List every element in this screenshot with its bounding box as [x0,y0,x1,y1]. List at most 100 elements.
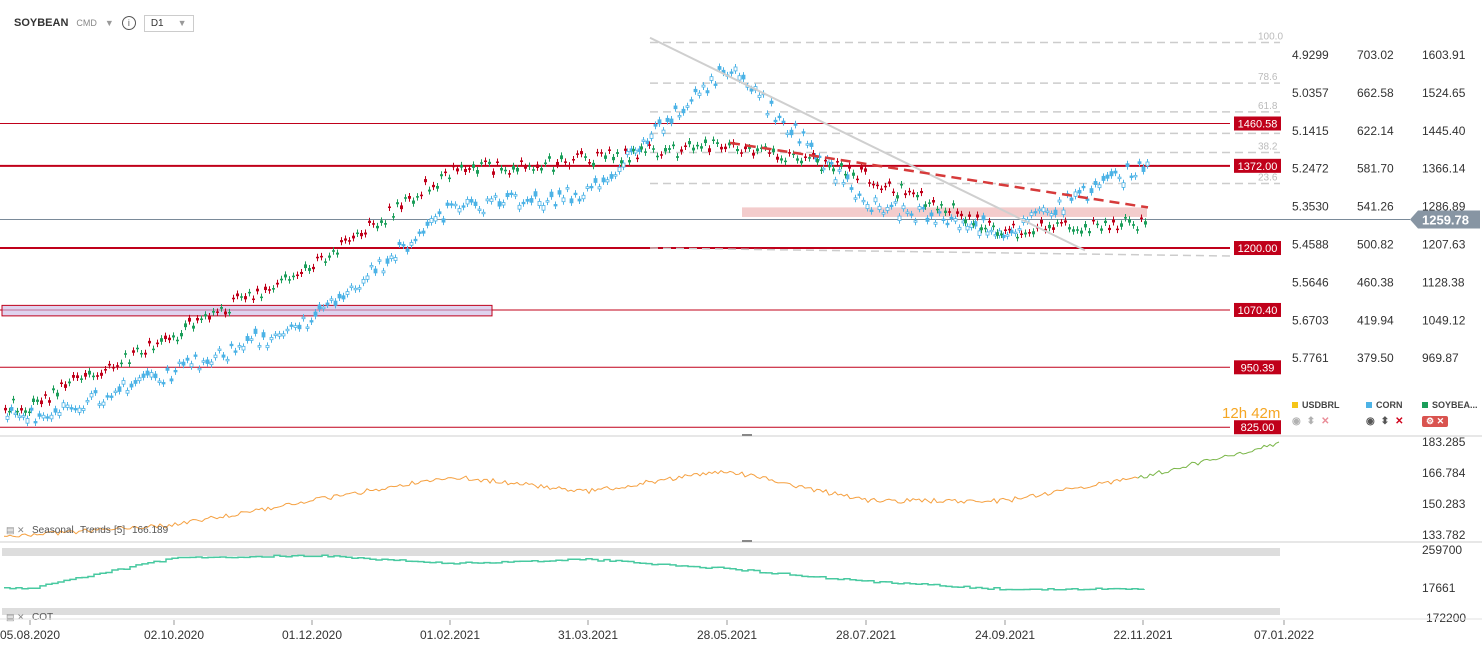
corn-swatch [1366,402,1372,408]
corn-candle [941,218,946,222]
soybean-candle [544,162,547,164]
trendlines [649,36,1149,252]
corn-candle [61,402,66,408]
soybean-candle [124,353,127,355]
level-tag [1234,302,1281,317]
soybean-candle [1072,229,1075,232]
soybean-candle [560,155,563,160]
usdbrl-tick: 5.5646 [1292,275,1329,289]
cot-panel: 259700 17661 -172200 ▤ ✕ COT [2,543,1466,625]
soybean-candle [408,196,411,199]
corn-candle [945,222,950,226]
corn-candle [801,131,806,134]
corn-candle [861,199,866,203]
soybean-tick: 1207.63 [1422,238,1466,252]
soybean-candle [692,147,695,151]
soybean-candle [828,165,831,168]
symbol-name[interactable]: SOYBEAN [14,17,69,29]
corn-candle [1017,228,1022,231]
corn-candle [165,367,170,371]
soybean-candles [4,136,1147,417]
corn-candle [329,298,334,301]
soybean-candle [1040,219,1043,224]
soybean-candle [168,337,171,341]
close-icon[interactable]: ✕ [1321,416,1330,427]
soybean-candle [144,352,147,355]
corn-candle [1049,213,1054,217]
corn-candle [441,218,446,223]
usdbrl-tick: 5.7761 [1292,351,1329,365]
corn-candle [473,201,478,206]
eye-icon[interactable]: ◉ [1366,416,1375,427]
soybean-candle [204,314,207,317]
corn-candle [1129,175,1134,178]
close-icon[interactable]: ✕ [1395,416,1404,427]
soybean-candle [920,191,923,194]
soybean-candle [684,145,687,148]
soybean-swatch [1422,402,1428,408]
level-tag-label: 1372.00 [1238,161,1278,173]
corn-candle [353,287,358,291]
corn-candle [1121,182,1126,188]
soybean-candle [32,398,35,402]
soybean-candle [1000,233,1003,236]
soybean-candle [64,384,67,388]
soybean-candle [260,296,263,299]
corn-candle [289,324,294,327]
corn-candle [1033,211,1038,214]
soybean-candle [20,408,23,411]
sort-icon[interactable]: ⬍ [1306,416,1316,427]
seasonal-tick: 166.784 [1422,466,1466,480]
soybean-candle [976,214,979,218]
soybean-candle [164,335,167,340]
soybean-candle [212,311,215,313]
seasonal-tick: 133.782 [1422,528,1466,542]
corn-candle [485,198,490,202]
corn-candle [65,404,70,408]
soybean-candle [576,153,579,155]
x-tick-label: 22.11.2021 [1113,628,1172,642]
corn-candle [901,205,906,210]
timeframe-select[interactable]: D1 ▼ [143,14,194,32]
soybean-candle [616,152,619,154]
corn-tick: 662.58 [1357,86,1394,100]
soybean-candle [600,152,603,154]
soybean-candle [668,148,671,150]
corn-candle [381,270,386,274]
corn-candle [1073,191,1078,197]
soybean-candle [488,161,491,164]
corn-candle [949,216,954,220]
corn-candle [389,255,394,260]
usdbrl-tick: 4.9299 [1292,48,1329,62]
soybean-candle [460,164,463,168]
soybean-candle [60,382,63,385]
chevron-down-icon[interactable]: ▼ [104,18,114,28]
soybean-candle [672,144,675,147]
corn-candle [793,123,798,126]
eye-icon[interactable]: ◉ [1292,416,1301,427]
corn-candle [1037,208,1042,212]
corn-candle [213,354,218,359]
soybean-candle [900,184,903,186]
info-icon[interactable]: i [121,16,136,30]
soybean-candle [892,191,895,194]
x-tick-label: 05.08.2020 [0,628,60,642]
timeframe-value: D1 [150,17,164,29]
legend-soybean: SOYBEA... ⚙ ✕ [1422,400,1478,427]
corn-candle [189,363,194,368]
soybean-candle [1144,221,1147,225]
soybean-tick: 1524.65 [1422,86,1466,100]
soybean-candle [264,286,267,291]
corn-candle [749,88,754,92]
sort-icon[interactable]: ⬍ [1380,416,1390,427]
corn-candle [393,257,398,261]
soybean-candle [984,227,987,230]
settings-icon[interactable]: ⚙ ✕ [1422,416,1449,427]
current-price-tag [1410,210,1480,229]
corn-candle [489,198,494,202]
soybean-candle [404,197,407,199]
soybean-candle [92,375,95,378]
corn-candle [457,208,462,213]
corn-candle [521,201,526,205]
